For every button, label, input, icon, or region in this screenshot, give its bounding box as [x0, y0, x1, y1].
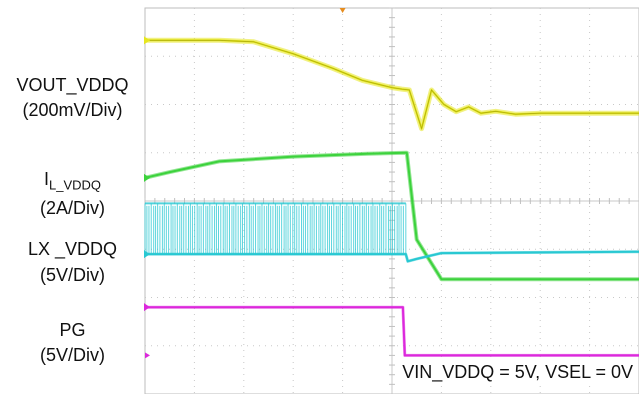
channel-marker-2 [144, 250, 150, 259]
lx-channel-name: LX _VDDQ [27, 239, 118, 259]
trace-outline-vout [145, 39, 639, 131]
pg-channel-name: PG [59, 320, 86, 340]
lx-switching-burst [144, 203, 407, 255]
channel-label-panel: VOUT_VDDQ (200mV/Div) IL_VDDQ (2A/Div) L… [0, 0, 145, 394]
il-channel-sub: L_VDDQ [48, 177, 102, 193]
channel-marker-0 [144, 36, 150, 45]
ground-marker [145, 352, 150, 359]
trace-pg [145, 306, 639, 357]
il-channel-main: I [43, 169, 49, 189]
trace-lx-vddq [145, 250, 639, 263]
trace-i-l-vddq [144, 151, 639, 281]
vout-channel-scale: (200mV/Div) [22, 100, 123, 120]
trigger-marker [339, 8, 346, 13]
il-channel-scale: (2A/Div) [39, 198, 105, 218]
test-condition-annotation: VIN_VDDQ = 5V, VSEL = 0V [400, 362, 635, 383]
lx-channel-scale: (5V/Div) [39, 265, 105, 285]
il-channel-name: IL_VDDQ [0, 168, 145, 197]
channel-marker-3 [144, 303, 150, 312]
channel-marker-1 [144, 173, 150, 182]
vout-channel-name: VOUT_VDDQ [16, 75, 129, 95]
pg-channel-scale: (5V/Div) [39, 345, 105, 365]
